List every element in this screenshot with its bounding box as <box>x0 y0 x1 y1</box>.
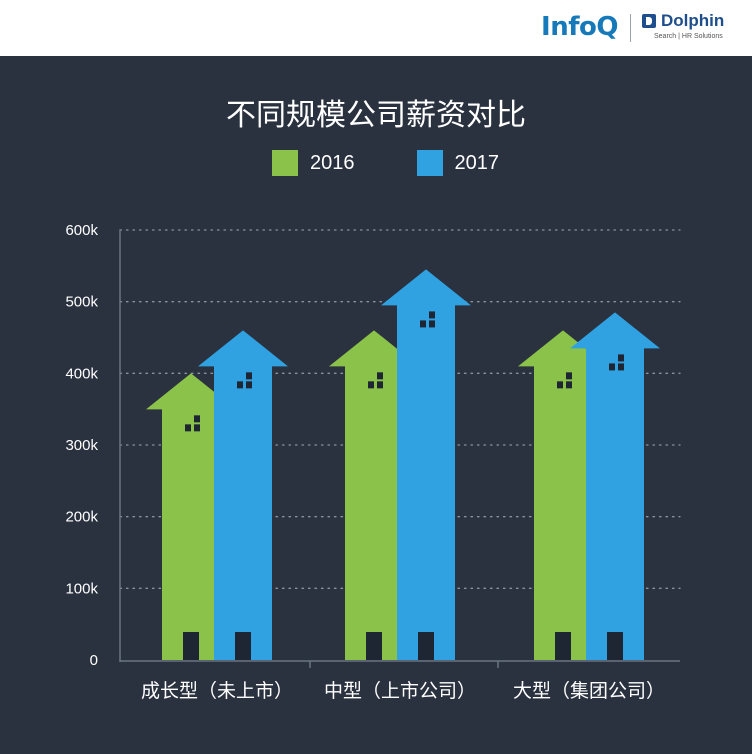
bar-window <box>185 424 191 432</box>
dolphin-logo-tagline: Search | HR Solutions <box>654 33 723 40</box>
bar-window <box>557 381 563 389</box>
bar-2017-1 <box>381 269 471 660</box>
x-category-label: 中型（上市公司） <box>324 680 476 702</box>
bar-2016-0 <box>146 373 236 660</box>
bar-door <box>418 632 434 660</box>
bar-door <box>607 632 623 660</box>
dolphin-logo-icon <box>642 14 656 28</box>
bar-window <box>377 372 383 380</box>
y-tick-label: 400k <box>65 365 98 382</box>
legend: 2016 2017 <box>272 150 561 176</box>
bar-window <box>246 372 252 380</box>
legend-item-2016: 2016 <box>272 150 355 176</box>
bar-2016-1 <box>329 330 419 660</box>
x-category-label: 大型（集团公司） <box>513 680 665 702</box>
bar-window <box>368 381 374 389</box>
legend-label-2017: 2017 <box>454 151 500 174</box>
header-bar: InfoQ Dolphin Search | HR Solutions <box>0 0 752 56</box>
bar-window <box>429 311 435 319</box>
infoq-logo: InfoQ <box>541 10 618 44</box>
bar-window <box>237 381 243 389</box>
chart-title: 不同规模公司薪资对比 <box>226 98 526 133</box>
bar-window <box>420 320 426 328</box>
bar-door <box>183 632 199 660</box>
bar-2017-2 <box>570 312 660 660</box>
legend-swatch-2016 <box>272 150 298 176</box>
bar-window <box>566 381 572 389</box>
x-category-label: 成长型（未上市） <box>141 680 293 702</box>
legend-label-2016: 2016 <box>310 151 355 174</box>
dolphin-logo: Dolphin Search | HR Solutions <box>642 11 742 45</box>
bar-door <box>366 632 382 660</box>
bar-window <box>429 320 435 328</box>
bar-window <box>609 363 615 371</box>
y-tick-label: 200k <box>65 509 98 526</box>
bar-window <box>194 415 200 423</box>
dolphin-logo-text: Dolphin <box>661 11 725 30</box>
infoq-logo-text: InfoQ <box>541 12 618 42</box>
bar-window <box>246 381 252 389</box>
y-tick-label: 600k <box>65 222 98 239</box>
bar-window <box>618 354 624 362</box>
bar-window <box>566 372 572 380</box>
bar-door <box>235 632 251 660</box>
bar-2017-0 <box>198 330 288 660</box>
y-tick-label: 500k <box>65 294 98 311</box>
y-tick-label: 100k <box>65 580 98 597</box>
legend-swatch-2017 <box>416 150 443 176</box>
legend-item-2017: 2017 <box>416 150 500 176</box>
bar-window <box>377 381 383 389</box>
bar-door <box>555 632 571 660</box>
logo-divider <box>630 14 631 42</box>
y-tick-label: 0 <box>90 652 98 669</box>
bar-window <box>618 363 624 371</box>
y-tick-label: 300k <box>65 437 98 454</box>
bar-2016-2 <box>518 330 608 660</box>
bar-window <box>194 424 200 432</box>
